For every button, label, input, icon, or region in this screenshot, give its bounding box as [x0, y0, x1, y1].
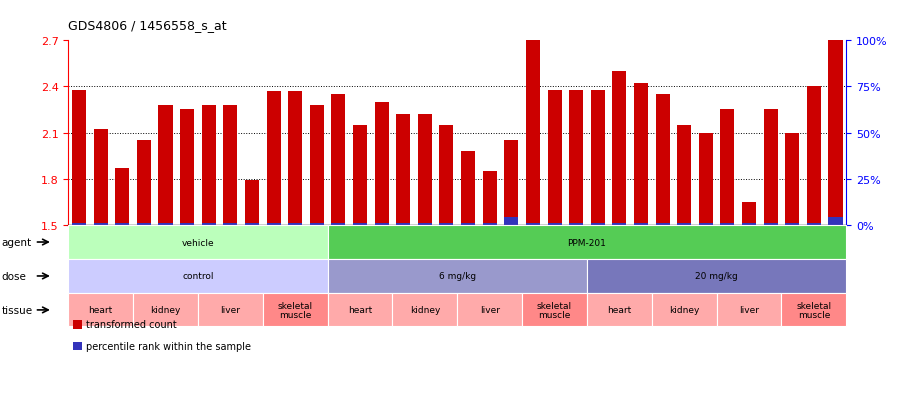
Bar [677, 223, 692, 225]
Text: 6 mg/kg: 6 mg/kg [439, 272, 476, 281]
Bar [526, 223, 540, 225]
Bar [223, 223, 238, 225]
Bar [655, 223, 670, 225]
Bar [418, 223, 432, 225]
Text: kidney: kidney [410, 306, 440, 315]
Bar [482, 171, 497, 225]
Text: heart: heart [348, 306, 372, 315]
Text: agent: agent [2, 237, 32, 247]
Bar [828, 217, 843, 225]
Bar [526, 41, 540, 225]
Text: PPM-201: PPM-201 [568, 238, 606, 247]
Text: kidney: kidney [669, 306, 700, 315]
Text: control: control [182, 272, 214, 281]
Bar [828, 41, 843, 225]
Bar [116, 169, 129, 225]
Bar [742, 223, 756, 225]
Bar [461, 223, 475, 225]
Bar [612, 223, 626, 225]
Bar [461, 152, 475, 225]
Bar [785, 133, 799, 225]
Text: skeletal
muscle: skeletal muscle [278, 301, 313, 320]
Bar [309, 223, 324, 225]
Text: dose: dose [2, 271, 26, 281]
Bar [721, 223, 734, 225]
Bar [288, 223, 302, 225]
Text: vehicle: vehicle [182, 238, 214, 247]
Bar [569, 90, 583, 225]
Bar [396, 223, 410, 225]
Bar [245, 223, 259, 225]
Bar [72, 223, 86, 225]
Bar [267, 92, 280, 225]
Text: percentile rank within the sample: percentile rank within the sample [86, 341, 251, 351]
Bar [634, 223, 648, 225]
Bar [180, 110, 194, 225]
Bar [482, 223, 497, 225]
Bar [116, 223, 129, 225]
Bar [353, 126, 367, 225]
Bar [807, 223, 821, 225]
Bar [569, 223, 583, 225]
Bar [136, 141, 151, 225]
Bar [699, 223, 713, 225]
Bar [375, 102, 389, 225]
Text: skeletal
muscle: skeletal muscle [537, 301, 572, 320]
Bar [440, 223, 453, 225]
Bar [440, 126, 453, 225]
Bar [504, 141, 519, 225]
Text: tissue: tissue [2, 305, 33, 315]
Bar [785, 223, 799, 225]
Text: GDS4806 / 1456558_s_at: GDS4806 / 1456558_s_at [68, 19, 227, 31]
Bar [136, 223, 151, 225]
Bar [591, 90, 605, 225]
Bar [375, 223, 389, 225]
Text: transformed count: transformed count [86, 320, 177, 330]
Bar [94, 223, 107, 225]
Bar [721, 110, 734, 225]
Bar [677, 126, 692, 225]
Bar [504, 217, 519, 225]
Bar [548, 90, 561, 225]
Bar [245, 180, 259, 225]
Bar [353, 223, 367, 225]
Bar [763, 110, 778, 225]
Text: heart: heart [607, 306, 632, 315]
Bar [634, 84, 648, 225]
Bar [267, 223, 280, 225]
Text: liver: liver [739, 306, 759, 315]
Bar [309, 106, 324, 225]
Text: skeletal
muscle: skeletal muscle [796, 301, 832, 320]
Bar [202, 223, 216, 225]
Bar [418, 115, 432, 225]
Bar [180, 223, 194, 225]
Bar [94, 130, 107, 225]
Text: liver: liver [220, 306, 240, 315]
Bar [158, 106, 173, 225]
Text: kidney: kidney [150, 306, 181, 315]
Bar [548, 223, 561, 225]
Text: heart: heart [88, 306, 113, 315]
Bar [699, 133, 713, 225]
Bar [158, 223, 173, 225]
Bar [396, 115, 410, 225]
Bar [807, 87, 821, 225]
Bar [655, 95, 670, 225]
Bar [331, 95, 346, 225]
Bar [591, 223, 605, 225]
Bar [223, 106, 238, 225]
Text: 20 mg/kg: 20 mg/kg [695, 272, 738, 281]
Bar [763, 223, 778, 225]
Bar [288, 92, 302, 225]
Bar [72, 90, 86, 225]
Bar [742, 202, 756, 225]
Bar [331, 223, 346, 225]
Text: liver: liver [480, 306, 500, 315]
Bar [612, 72, 626, 225]
Bar [202, 106, 216, 225]
